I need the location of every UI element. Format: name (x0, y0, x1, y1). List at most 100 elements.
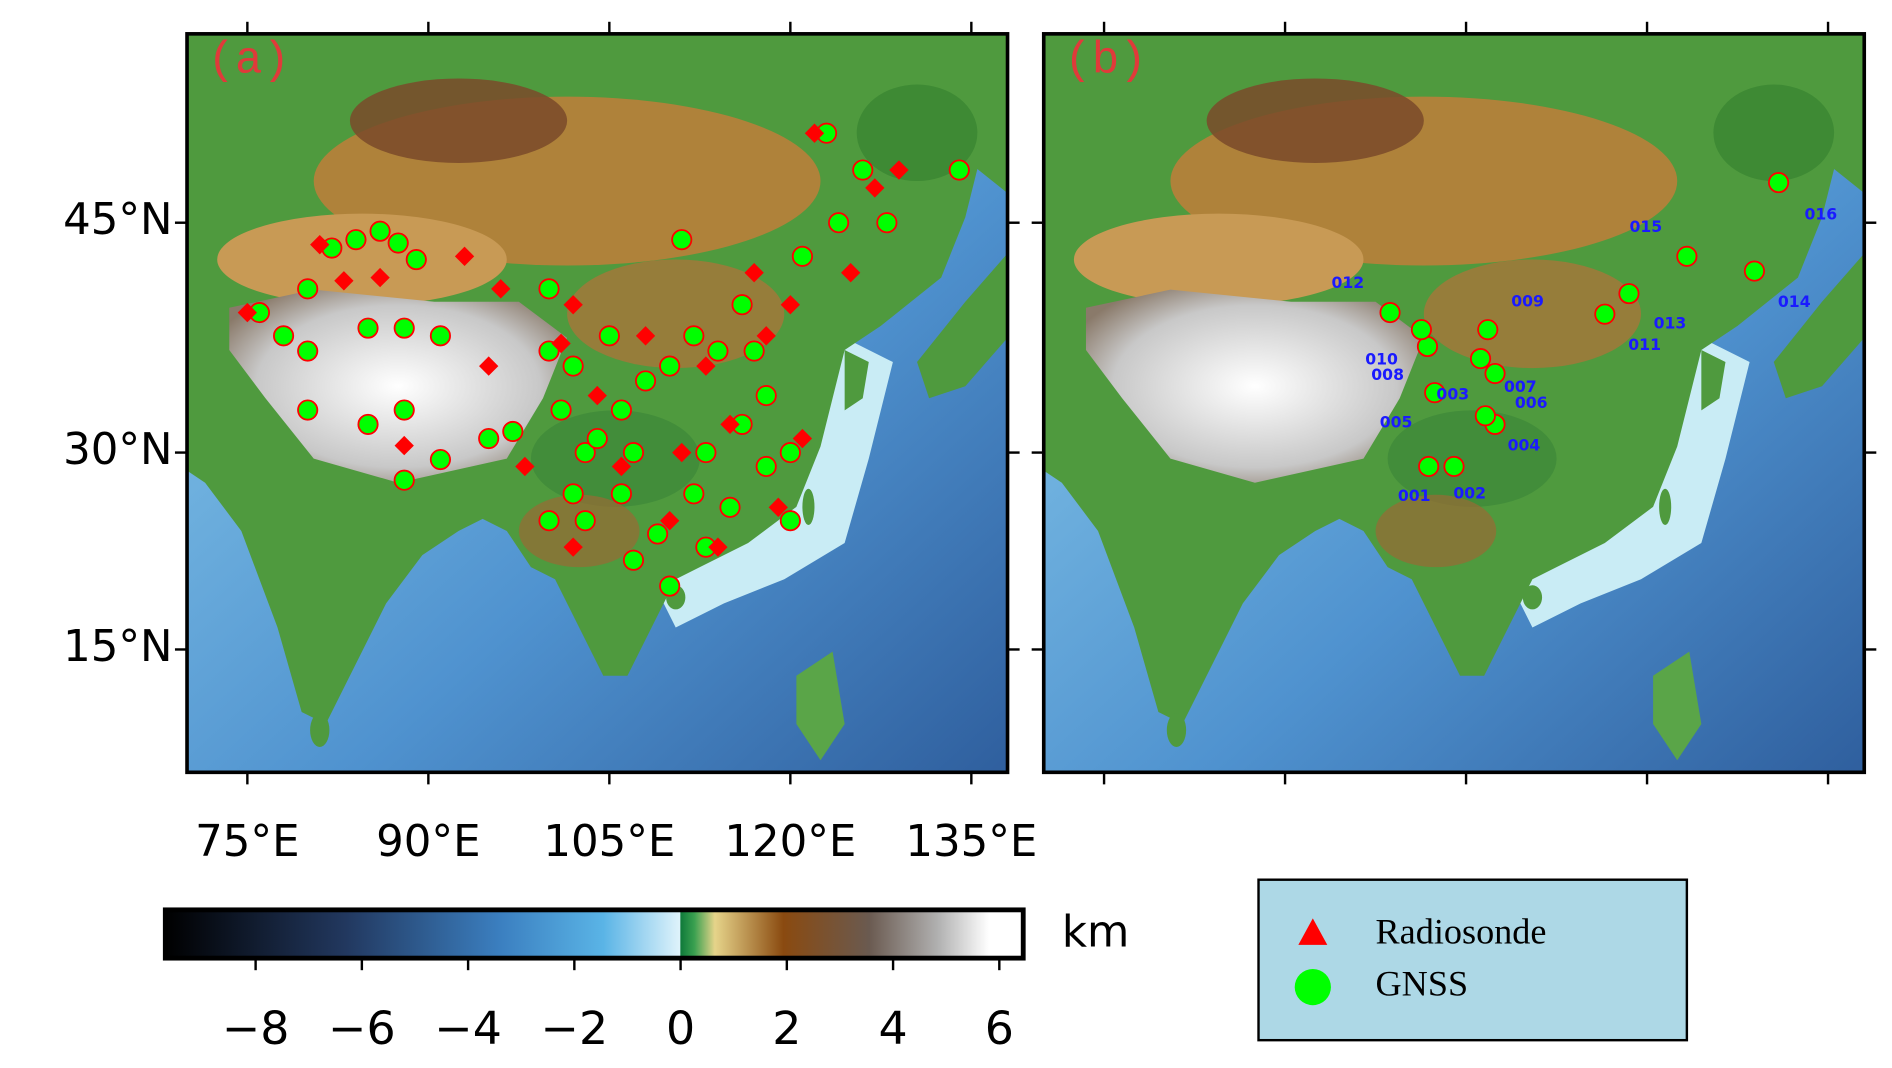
radiosonde-station (635, 326, 656, 346)
gnss-station (659, 355, 681, 377)
gnss-station (1418, 455, 1440, 478)
gnss-station (779, 510, 801, 532)
gnss-station (719, 496, 741, 518)
station-id: 008 (1371, 365, 1404, 384)
gnss-station (478, 427, 500, 450)
station-id: 009 (1511, 291, 1544, 310)
gnss-station (297, 278, 319, 300)
gnss-station (1379, 302, 1401, 324)
x-tick-label: 105°E (543, 817, 675, 867)
gnss-station (550, 399, 572, 421)
station-id: 004 (1508, 436, 1541, 455)
radiosonde-station (563, 537, 583, 557)
radiosonde-station (454, 246, 475, 266)
gnss-station (387, 232, 409, 254)
colorbar-tick-label: 2 (772, 1001, 801, 1055)
gnss-station (273, 325, 295, 347)
gnss-station (297, 399, 319, 421)
legend-symbol (1294, 968, 1331, 1006)
colorbar-tick-label: 4 (878, 1001, 907, 1055)
gnss-station (828, 212, 850, 234)
radiosonde-station (370, 267, 390, 288)
gnss-station (707, 340, 729, 362)
gnss-station (610, 399, 632, 421)
gnss-station (574, 510, 596, 532)
x-tick-label: 90°E (376, 817, 480, 867)
radiosonde-station (780, 295, 800, 315)
y-tick-label: 15°N (63, 622, 172, 672)
gnss-station (393, 469, 415, 491)
station-id: 016 (1804, 205, 1837, 224)
gnss-station (369, 220, 391, 242)
gnss-station (755, 385, 777, 407)
gnss-station (393, 317, 415, 339)
colorbar-tick-label: −6 (328, 1001, 396, 1055)
gnss-station (1676, 245, 1698, 267)
gnss-station (683, 483, 705, 505)
gnss-station (1469, 348, 1492, 370)
radiosonde-station (756, 326, 776, 346)
colorbar-tick-label: 0 (666, 1001, 695, 1055)
radiosonde-station (587, 385, 607, 406)
station-id: 006 (1515, 393, 1548, 412)
gnss-station (429, 448, 451, 471)
colorbar (162, 907, 1026, 961)
gnss-station (671, 229, 693, 251)
gnss-station (1443, 455, 1465, 478)
gnss-station (622, 549, 645, 571)
gnss-station (610, 483, 632, 505)
station-id: 001 (1398, 486, 1431, 505)
radiosonde-station (394, 435, 414, 456)
gnss-station (357, 413, 379, 435)
gnss-station (622, 442, 645, 464)
gnss-station (683, 325, 705, 347)
legend-label: GNSS (1376, 963, 1469, 1003)
radiosonde-station (804, 123, 825, 143)
colorbar-tick-label: −8 (222, 1001, 290, 1055)
radiosonde-station (515, 456, 535, 477)
legend-label: Radiosonde (1376, 912, 1547, 952)
radiosonde-station (792, 428, 813, 449)
gnss-station (659, 575, 681, 597)
radiosonde-station (720, 414, 740, 435)
gnss-station (779, 442, 801, 464)
gnss-station (598, 325, 620, 347)
gnss-station (538, 340, 560, 362)
gnss-station (586, 427, 608, 450)
radiosonde-station (672, 442, 692, 463)
gnss-station (538, 510, 560, 532)
panel-label: (b) (1064, 35, 1147, 87)
x-tick-label: 135°E (905, 817, 1037, 867)
radiosonde-station (479, 356, 499, 376)
gnss-station (1424, 382, 1446, 404)
legend-symbol (1298, 918, 1328, 945)
y-tick-label: 30°N (63, 425, 172, 475)
frame-b (1041, 32, 1867, 775)
gnss-station (393, 399, 415, 421)
gnss-station (562, 355, 584, 377)
gnss-station (647, 523, 669, 545)
radiosonde-station (334, 271, 354, 291)
gnss-station (1410, 319, 1432, 341)
gnss-station (634, 370, 657, 392)
gnss-station (1618, 283, 1640, 305)
station-id: 011 (1628, 335, 1661, 354)
radiosonde-station (865, 178, 885, 198)
gnss-station (743, 340, 765, 362)
gnss-station (562, 483, 584, 505)
gnss-station (876, 212, 898, 234)
radiosonde-station (563, 295, 583, 315)
colorbar-tick-label: 6 (985, 1001, 1014, 1055)
x-tick-label: 75°E (195, 817, 299, 867)
radiosonde-station (841, 263, 861, 283)
gnss-station (297, 340, 319, 362)
station-id: 010 (1365, 349, 1398, 368)
gnss-station (405, 249, 427, 271)
radiosonde-station (889, 160, 909, 180)
gnss-station (429, 325, 451, 347)
radiosonde-station (310, 235, 330, 255)
station-id: 002 (1453, 484, 1486, 503)
colorbar-tick-label: −4 (434, 1001, 502, 1055)
gnss-station (502, 420, 524, 443)
